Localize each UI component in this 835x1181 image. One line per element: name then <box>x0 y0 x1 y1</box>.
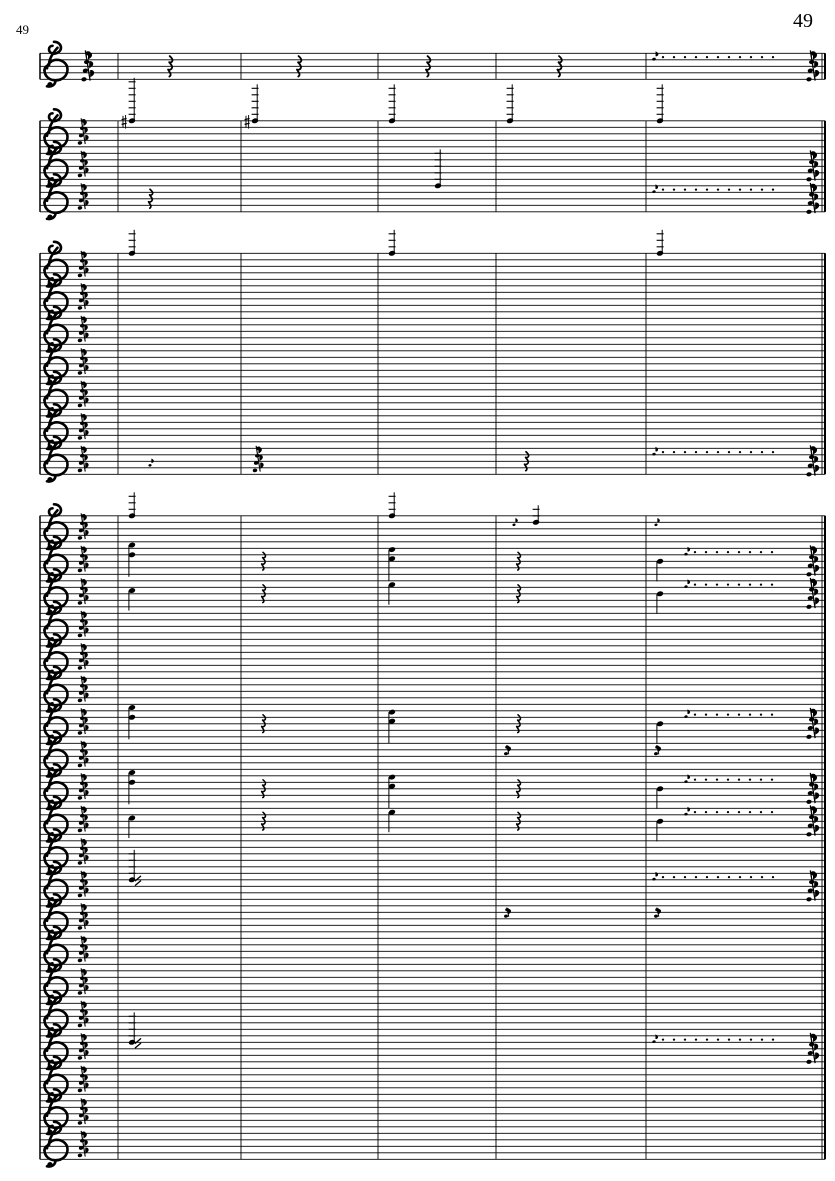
svg-text:49: 49 <box>793 10 813 32</box>
svg-text:49: 49 <box>16 22 29 37</box>
